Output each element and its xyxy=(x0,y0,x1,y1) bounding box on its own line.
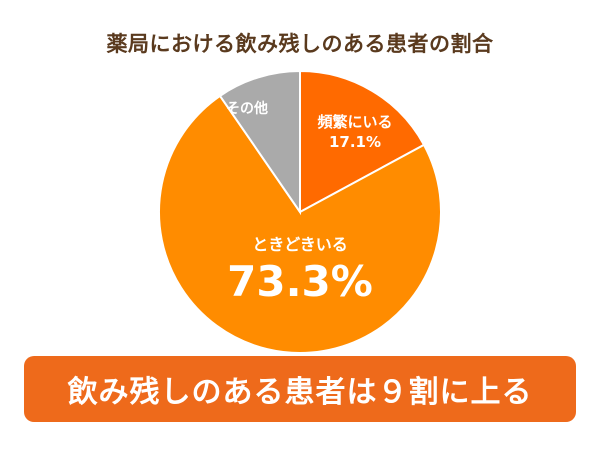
slice-label-2: ときどきいる xyxy=(252,235,348,254)
slice-value-label-1: 17.1% xyxy=(329,133,381,151)
summary-banner-text: 飲み残しのある患者は９割に上る xyxy=(67,375,533,410)
slice-label-3: その他 xyxy=(226,100,268,117)
summary-banner: 飲み残しのある患者は９割に上る xyxy=(24,356,576,422)
chart-title: 薬局における飲み残しのある患者の割合 xyxy=(106,32,494,56)
pie-slice-3 xyxy=(218,69,301,216)
slice-value-label-2: 73.3% xyxy=(227,257,373,306)
pie-slice-1 xyxy=(299,69,426,214)
pie-slice-2 xyxy=(158,94,442,354)
slice-label-1: 頻繁にいる xyxy=(317,113,392,131)
